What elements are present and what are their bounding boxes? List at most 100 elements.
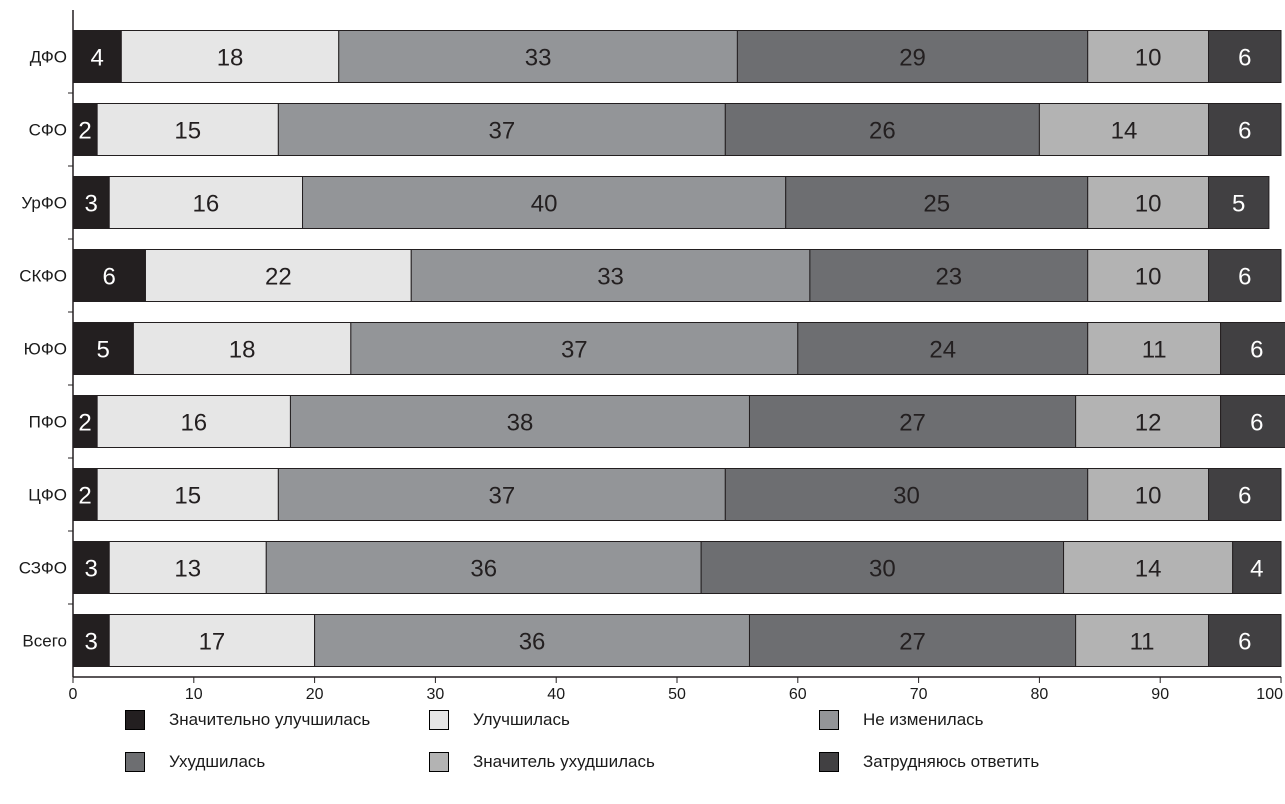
legend-label: Ухудшилась <box>169 752 266 771</box>
data-label: 2 <box>78 410 91 437</box>
legend-item: Значительно улучшилась <box>125 709 370 731</box>
bar-segment <box>277 468 726 521</box>
data-label: 37 <box>561 337 588 364</box>
bar-segment <box>96 395 291 448</box>
bar-segment <box>1220 395 1285 448</box>
legend-label: Значительно улучшилась <box>169 710 371 729</box>
bar-segment <box>314 614 750 667</box>
x-tick-label: 0 <box>69 686 78 700</box>
data-label: 15 <box>174 483 201 510</box>
bar-segment <box>72 103 98 156</box>
legend: Значительно улучшилась Улучшилась Не измен… <box>125 709 1255 799</box>
data-label: 33 <box>597 264 624 291</box>
data-label: 16 <box>193 191 220 218</box>
bar-segment <box>302 176 787 229</box>
legend-swatch <box>819 710 839 730</box>
bar-segment <box>72 249 146 302</box>
category-label: УрФО <box>21 194 67 213</box>
bar-segment <box>1220 322 1285 375</box>
data-label: 10 <box>1135 264 1162 291</box>
data-label: 24 <box>929 337 956 364</box>
category-label: ДФО <box>30 48 67 67</box>
data-label: 26 <box>869 118 896 145</box>
bar-segment <box>1087 322 1222 375</box>
data-label: 40 <box>531 191 558 218</box>
bar-segment <box>144 249 412 302</box>
data-label: 11 <box>1130 629 1155 656</box>
bar-segment <box>748 614 1077 667</box>
bar-segment <box>96 103 279 156</box>
data-label: 5 <box>1232 191 1245 218</box>
legend-item: Улучшилась <box>429 709 570 731</box>
legend-label: Значитель ухудшилась <box>473 752 655 771</box>
data-label: 18 <box>217 45 244 72</box>
legend-label: Не изменилась <box>863 710 984 729</box>
bar-segment <box>809 249 1089 302</box>
bar-segment <box>1063 541 1234 594</box>
data-label: 37 <box>488 483 515 510</box>
bar-segment <box>72 30 122 83</box>
bar-segment <box>72 322 134 375</box>
category-label: СЗФО <box>19 559 67 578</box>
data-label: 38 <box>507 410 534 437</box>
data-label: 13 <box>174 556 201 583</box>
data-label: 15 <box>174 118 201 145</box>
x-tick-label: 50 <box>668 686 686 700</box>
bar-segment <box>1208 468 1282 521</box>
data-label: 18 <box>229 337 256 364</box>
legend-item: Значитель ухудшилась <box>429 751 655 773</box>
bar-segment <box>1087 468 1210 521</box>
bar-segment <box>1208 176 1270 229</box>
x-tick-label: 30 <box>427 686 445 700</box>
data-label: 3 <box>84 191 97 218</box>
legend-swatch <box>125 710 145 730</box>
legend-item: Не изменилась <box>819 709 984 731</box>
data-label: 6 <box>1238 45 1251 72</box>
x-tick-label: 60 <box>789 686 807 700</box>
data-label: 2 <box>78 118 91 145</box>
data-label: 17 <box>199 629 226 656</box>
x-tick-label: 80 <box>1031 686 1049 700</box>
bar-segment <box>108 614 316 667</box>
bar-segment <box>785 176 1089 229</box>
data-label: 3 <box>84 629 97 656</box>
data-label: 14 <box>1111 118 1138 145</box>
data-label: 4 <box>1250 556 1263 583</box>
data-label: 33 <box>525 45 552 72</box>
data-label: 2 <box>78 483 91 510</box>
x-tick-label: 40 <box>547 686 565 700</box>
legend-swatch <box>429 752 449 772</box>
x-tick-label: 20 <box>306 686 324 700</box>
bar-segment <box>1208 30 1282 83</box>
bar-segment <box>724 103 1040 156</box>
bar-segment <box>338 30 738 83</box>
bar-segment <box>289 395 750 448</box>
category-label: ЮФО <box>24 340 67 359</box>
data-label: 4 <box>90 45 103 72</box>
data-label: 23 <box>935 264 962 291</box>
data-label: 6 <box>1250 337 1263 364</box>
bar-segment <box>1087 249 1210 302</box>
data-label: 27 <box>899 410 926 437</box>
bar-segment <box>736 30 1089 83</box>
bar-segment <box>797 322 1089 375</box>
bars-group: 4 18 33 29 10 62 15 37 26 14 63 16 40 25 10 56 22 33 23 10 6… <box>72 30 1285 667</box>
data-label: 6 <box>1238 483 1251 510</box>
category-label: ПФО <box>29 413 67 432</box>
legend-swatch <box>125 752 145 772</box>
stacked-bar-chart: 4 18 33 29 10 62 15 37 26 14 63 16 40 25 10 56 22 33 23 10 6… <box>19 10 1285 700</box>
category-label: СКФО <box>19 267 67 286</box>
data-label: 5 <box>97 337 110 364</box>
category-label: Всего <box>22 632 67 651</box>
data-label: 11 <box>1142 337 1167 364</box>
legend-swatch <box>429 710 449 730</box>
data-label: 25 <box>923 191 950 218</box>
data-label: 3 <box>84 556 97 583</box>
data-label: 30 <box>869 556 896 583</box>
bar-segment <box>72 395 98 448</box>
data-label: 27 <box>899 629 926 656</box>
legend-label: Улучшилась <box>473 710 570 729</box>
bar-segment <box>724 468 1089 521</box>
legend-item: Затрудняюсь ответить <box>819 751 1039 773</box>
